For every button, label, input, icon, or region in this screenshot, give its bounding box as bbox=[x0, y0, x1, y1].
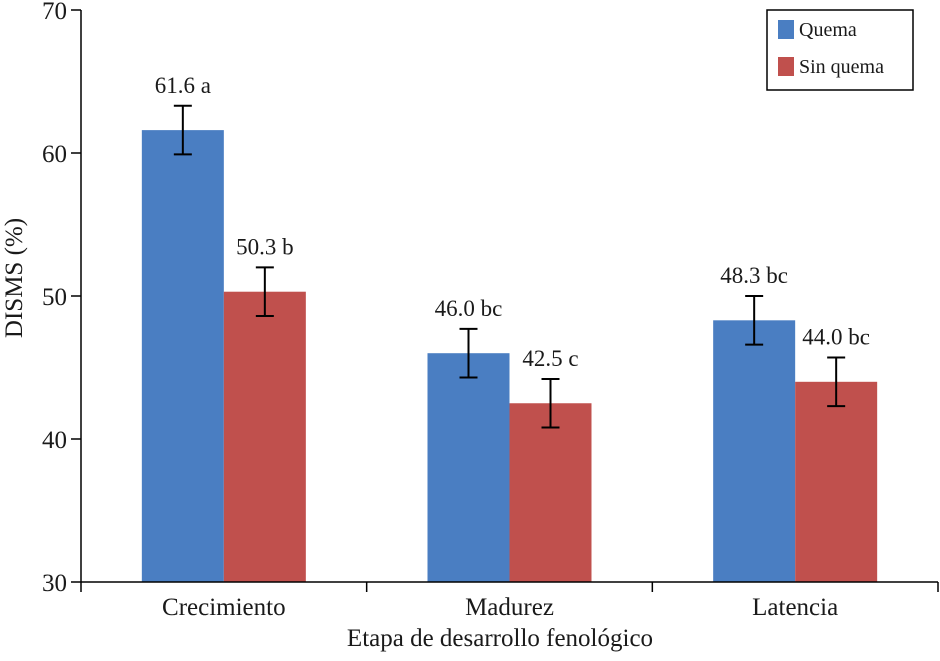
data-label: 48.3 bc bbox=[720, 263, 788, 288]
legend-label-quema: Quema bbox=[799, 19, 857, 41]
legend-swatch-sin-quema bbox=[778, 57, 794, 76]
y-tick-label: 30 bbox=[42, 570, 67, 597]
y-tick-label: 50 bbox=[42, 284, 67, 311]
x-tick-label: Madurez bbox=[465, 594, 554, 621]
bar-sin-quema bbox=[223, 291, 306, 582]
data-label: 50.3 b bbox=[236, 234, 294, 259]
y-axis-title: DISMS (%) bbox=[1, 218, 28, 338]
x-tick-label: Latencia bbox=[752, 594, 838, 621]
bar-quema bbox=[141, 130, 224, 582]
data-label: 61.6 a bbox=[155, 73, 211, 98]
data-label: 46.0 bc bbox=[435, 296, 503, 321]
legend-label-sin-quema: Sin quema bbox=[799, 56, 884, 78]
bar-quema bbox=[427, 353, 510, 582]
x-ticks-layer: Crecimiento Madurez Latencia bbox=[80, 582, 939, 621]
y-tick-label: 70 bbox=[42, 0, 67, 25]
x-axis-title: Etapa de desarrollo fenológico bbox=[347, 625, 653, 652]
y-tick-label: 60 bbox=[42, 141, 67, 168]
error-bars-layer bbox=[173, 104, 846, 429]
data-label: 42.5 c bbox=[522, 346, 578, 371]
data-labels-layer: 61.6 a 50.3 b 46.0 bc 42.5 c 48.3 bc 44.0 bc bbox=[155, 73, 870, 371]
x-tick-label: Crecimiento bbox=[162, 594, 286, 621]
legend-swatch-quema bbox=[778, 20, 794, 39]
bar-sin-quema bbox=[509, 403, 592, 582]
legend: Quema Sin quema bbox=[766, 9, 914, 91]
bar-sin-quema bbox=[795, 381, 878, 582]
y-ticks-layer: 30 40 50 60 70 bbox=[42, 0, 81, 597]
data-label: 44.0 bc bbox=[802, 324, 870, 349]
bar-quema bbox=[713, 320, 796, 582]
y-tick-label: 40 bbox=[42, 427, 67, 454]
bars-layer bbox=[141, 130, 878, 582]
